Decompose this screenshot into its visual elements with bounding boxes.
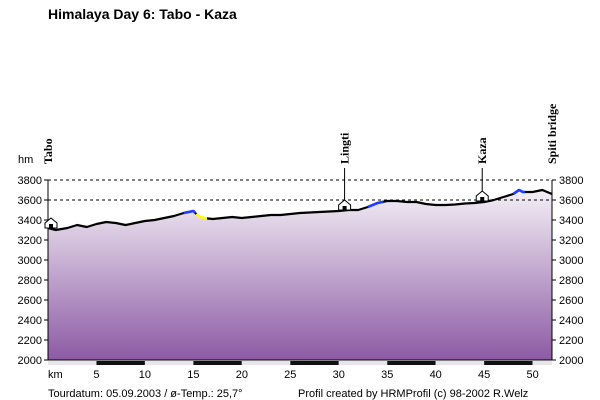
y-tick-label: 2800 (18, 275, 42, 287)
elevation-area (48, 190, 552, 360)
axes (47, 180, 553, 361)
waypoint-label: Lingti (338, 132, 352, 164)
y-tick-label: 2600 (559, 295, 583, 307)
scale-bar-segment (96, 361, 145, 365)
y-tick-label: 3000 (559, 255, 583, 267)
scale-bar-segment (241, 361, 291, 365)
y-tick-label: 2200 (559, 335, 583, 347)
waypoint-label: Kaza (475, 137, 489, 164)
scale-bar-segment (48, 361, 97, 365)
highlight-segment-blue (183, 209, 197, 215)
x-tick-label: 15 (187, 369, 199, 381)
elevation-line (47, 188, 553, 232)
x-tick-label: 35 (381, 369, 393, 381)
waypoint: Spiti bridge (545, 103, 559, 164)
y-tick-label: 2000 (18, 355, 42, 367)
y-tick-label: 3000 (18, 255, 42, 267)
scale-bar-segment (387, 361, 436, 365)
distance-scale-bar (48, 361, 552, 365)
waypoint: Tabo (41, 138, 58, 229)
x-tick-labels: 5 10 15 20 25 30 35 40 45 50 (93, 369, 538, 381)
x-tick-label: 30 (333, 369, 345, 381)
x-axis-unit: km (48, 369, 63, 381)
y-tick-label: 2800 (559, 275, 583, 287)
scale-bar-segment (532, 361, 552, 365)
house-door (342, 206, 347, 210)
scale-bar-segment (193, 361, 242, 365)
y-tick-label: 2400 (559, 315, 583, 327)
x-tick-label: 40 (430, 369, 442, 381)
house-icon (475, 190, 489, 202)
y-tick-label: 2200 (18, 335, 42, 347)
grid-lines (48, 179, 552, 201)
y-tick-label: 3400 (559, 215, 583, 227)
highlight-segment-blue (512, 188, 525, 196)
x-tick-label: 50 (526, 369, 538, 381)
scale-bar-segment (484, 361, 533, 365)
scale-bar-segment (290, 361, 339, 365)
house-door (480, 197, 485, 201)
waypoint-label: Spiti bridge (545, 103, 559, 164)
scale-bar-segment (435, 361, 485, 365)
y-tick-labels: 2000 2000 2200 2200 2400 2400 2600 2600 2800 2800… (18, 175, 584, 367)
y-tick-label: 3600 (559, 195, 583, 207)
y-tick-label: 3600 (18, 195, 42, 207)
waypoint-label: Tabo (41, 138, 55, 164)
y-tick-label: 2000 (559, 355, 583, 367)
chart-title: Himalaya Day 6: Tabo - Kaza (48, 6, 237, 22)
y-axis-unit: hm (18, 154, 33, 166)
x-tick-label: 25 (284, 369, 296, 381)
y-tick-label: 2600 (18, 295, 42, 307)
house-icon (44, 217, 58, 229)
scale-bar-segment (338, 361, 388, 365)
x-tick-label: 45 (478, 369, 490, 381)
waypoint: Lingti (338, 132, 352, 211)
y-tick-label: 2400 (18, 315, 42, 327)
y-tick-label: 3800 (18, 175, 42, 187)
waypoints: Tabo Lingti Kaza Spiti bridge (41, 103, 559, 229)
x-tick-label: 5 (93, 369, 99, 381)
house-door (49, 224, 53, 228)
highlight-segment-blue (367, 200, 384, 209)
scale-bar-segment (144, 361, 194, 365)
y-tick-label: 3400 (18, 215, 42, 227)
house-icon (338, 199, 352, 211)
x-tick-label: 20 (236, 369, 248, 381)
x-tick-label: 10 (139, 369, 151, 381)
waypoint: Kaza (475, 137, 489, 202)
y-tick-label: 3200 (18, 235, 42, 247)
footer-tour-info: Tourdatum: 05.09.2003 / ø-Temp.: 25,7° (48, 388, 243, 400)
footer-credit: Profil created by HRMProfil (c) 98-2002 … (298, 388, 528, 400)
segment-highlights (183, 188, 525, 220)
highlight-segment-yellow (195, 213, 208, 220)
y-tick-label: 3200 (559, 235, 583, 247)
y-tick-label: 3800 (559, 175, 583, 187)
